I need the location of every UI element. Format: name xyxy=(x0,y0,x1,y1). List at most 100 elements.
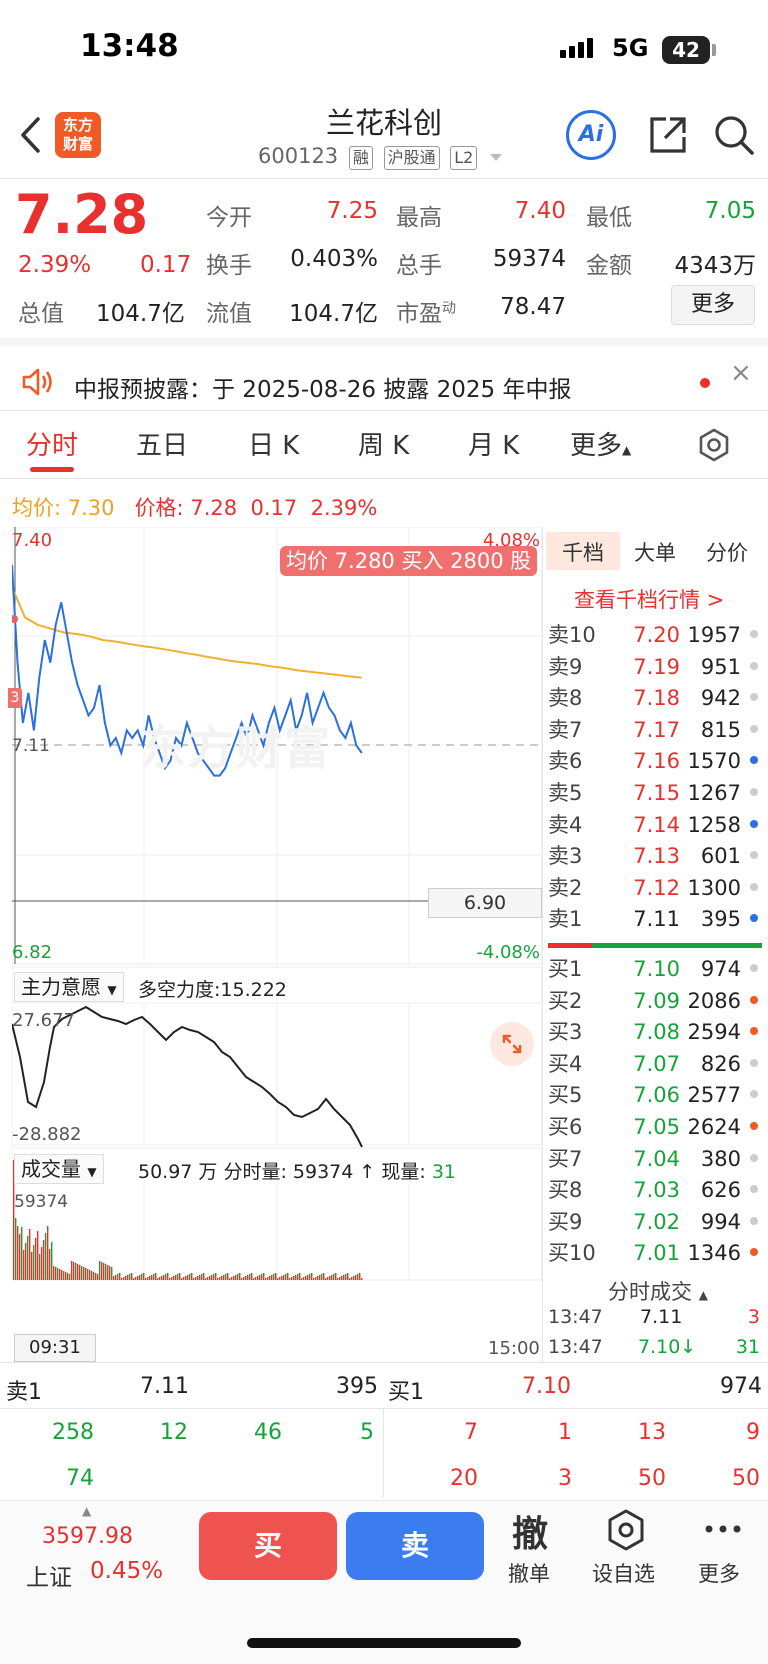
volume-label: 总手 xyxy=(396,253,442,279)
tab-more[interactable]: 更多▲ xyxy=(570,431,632,461)
volume-bar xyxy=(79,1265,81,1280)
open-label: 今开 xyxy=(206,205,252,231)
ticks-title[interactable]: 分时成交 ▲ xyxy=(608,1280,708,1304)
bid-row[interactable]: 买4 7.07 826 xyxy=(546,1049,768,1079)
volume-bar xyxy=(121,1278,123,1280)
share-icon[interactable] xyxy=(646,113,690,161)
ask-row[interactable]: 卖7 7.17 815 xyxy=(546,715,768,745)
back-icon[interactable] xyxy=(18,115,44,159)
order-dot xyxy=(750,1122,758,1130)
add-watchlist-icon[interactable] xyxy=(604,1508,648,1556)
volume-bar xyxy=(345,1274,347,1280)
volume-bar xyxy=(123,1277,125,1280)
volume-bar xyxy=(101,1262,103,1280)
bid-row[interactable]: 买1 7.10 974 xyxy=(546,954,768,984)
side-tab-price-dist[interactable]: 分价 xyxy=(706,541,748,565)
order-dot xyxy=(750,1216,758,1225)
notice-text[interactable]: 中报预披露：于 2025-08-26 披露 2025 年中报 xyxy=(74,377,572,403)
index-value[interactable]: 3597.98 xyxy=(42,1524,133,1549)
bid-row[interactable]: 买10 7.01 1346 xyxy=(546,1238,768,1268)
volume-bar xyxy=(35,1238,37,1280)
volume-bar xyxy=(331,1275,333,1280)
volume-bar xyxy=(297,1274,299,1280)
ask-row[interactable]: 卖10 7.20 1957 xyxy=(546,620,768,650)
tab-five-day[interactable]: 五日 xyxy=(136,431,189,461)
tab-monthly-k[interactable]: 月 K xyxy=(468,431,520,461)
chart-top-pct: 4.08% xyxy=(482,530,540,551)
home-indicator xyxy=(247,1638,521,1648)
ask-row[interactable]: 卖2 7.12 1300 xyxy=(546,873,768,903)
ai-icon[interactable]: Ai xyxy=(566,110,616,160)
ask-row[interactable]: 卖5 7.15 1267 xyxy=(546,778,768,808)
avg-price-line xyxy=(12,586,362,679)
volume-bar xyxy=(107,1265,109,1280)
volume-bar xyxy=(117,1274,119,1280)
tab-weekly-k[interactable]: 周 K xyxy=(358,431,410,461)
intraday-chart[interactable] xyxy=(12,527,542,1330)
ask-row[interactable]: 卖3 7.13 601 xyxy=(546,841,768,871)
bid-row[interactable]: 买2 7.09 2086 xyxy=(546,986,768,1016)
bid-row[interactable]: 买5 7.06 2577 xyxy=(546,1080,768,1110)
volume-bar xyxy=(51,1242,53,1280)
order-dot xyxy=(750,1248,758,1257)
volume-bar xyxy=(89,1270,91,1280)
bid-row[interactable]: 买7 7.04 380 xyxy=(546,1144,768,1174)
close-icon[interactable]: × xyxy=(730,358,752,388)
bid-row[interactable]: 买6 7.05 2624 xyxy=(546,1112,768,1142)
bid-row[interactable]: 买3 7.08 2594 xyxy=(546,1017,768,1047)
ask-row[interactable]: 卖9 7.19 951 xyxy=(546,652,768,682)
volume-bar xyxy=(269,1276,271,1280)
chart-top-price: 7.40 xyxy=(12,530,53,551)
buy-button[interactable]: 买 xyxy=(199,1512,337,1580)
sell-button[interactable]: 卖 xyxy=(346,1512,484,1580)
buy-signal-badge[interactable]: 均价 7.280 买入 2800 股 xyxy=(280,546,538,576)
volume-bar xyxy=(221,1276,223,1280)
tab-intraday[interactable]: 分时 xyxy=(26,431,79,461)
tab-daily-k[interactable]: 日 K xyxy=(248,431,300,461)
section-gap xyxy=(0,338,768,346)
volume-bar xyxy=(67,1273,69,1280)
bid-row[interactable]: 买8 7.03 626 xyxy=(546,1175,768,1205)
indicator-selector[interactable]: 主力意愿 ▼ xyxy=(14,972,124,1002)
ask-row[interactable]: 卖4 7.14 1258 xyxy=(546,810,768,840)
volume-bar xyxy=(141,1274,143,1280)
more-label[interactable]: 更多 xyxy=(698,1562,740,1586)
volume-bar xyxy=(105,1264,107,1280)
ask-queue-item: 5 xyxy=(360,1420,374,1445)
volume-selector[interactable]: 成交量 ▼ xyxy=(14,1154,104,1184)
ask-row[interactable]: 卖8 7.18 942 xyxy=(546,683,768,713)
search-icon[interactable] xyxy=(712,113,756,161)
ask-row[interactable]: 卖6 7.16 1570 xyxy=(546,746,768,776)
volume-bar xyxy=(203,1273,205,1280)
volume-max: 59374 xyxy=(14,1192,69,1212)
expand-icon[interactable] xyxy=(490,1022,534,1066)
indicator-bottom: -28.882 xyxy=(12,1124,82,1145)
more-dots-icon[interactable] xyxy=(703,1520,743,1539)
cancel-order-label[interactable]: 撤单 xyxy=(508,1562,550,1586)
add-watchlist-label[interactable]: 设自选 xyxy=(592,1562,655,1586)
order-dot xyxy=(750,1185,758,1194)
ask-row[interactable]: 卖1 7.11 395 xyxy=(546,904,768,934)
bid-row[interactable]: 买9 7.02 994 xyxy=(546,1207,768,1237)
volume-bar xyxy=(189,1274,191,1280)
index-pct[interactable]: 0.45% xyxy=(90,1558,164,1584)
index-name[interactable]: 上证 xyxy=(26,1565,72,1591)
side-tab-big-orders[interactable]: 大单 xyxy=(634,541,676,565)
volume-bar xyxy=(311,1273,313,1280)
cancel-order-icon[interactable]: 撤 xyxy=(512,1514,549,1555)
side-tab-depth[interactable]: 千档 xyxy=(562,541,604,565)
volume-bar xyxy=(63,1271,65,1280)
volume-bar xyxy=(13,1160,15,1280)
bq-ask-vol: 395 xyxy=(336,1374,378,1399)
more-quote-button[interactable]: 更多 xyxy=(671,285,755,325)
volume-bar xyxy=(161,1276,163,1280)
volume-bar xyxy=(49,1249,51,1280)
volume-bar xyxy=(359,1273,361,1280)
depth-link[interactable]: 查看千档行情 > xyxy=(574,588,725,612)
volume-bar xyxy=(355,1275,357,1280)
settings-gear-icon[interactable] xyxy=(696,427,732,467)
stock-code-row[interactable]: 600123 融 沪股通 L2 xyxy=(258,144,503,170)
volume-bar xyxy=(57,1268,59,1280)
volume-bars xyxy=(13,1160,363,1280)
volume-bar xyxy=(241,1278,243,1280)
